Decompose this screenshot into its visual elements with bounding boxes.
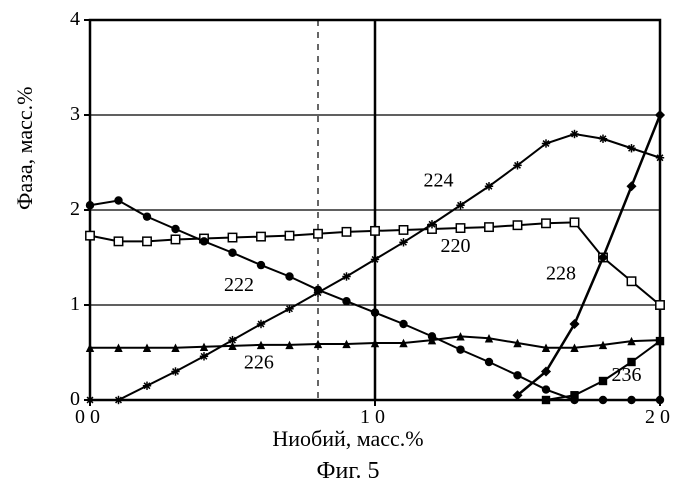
y-tick: 4 (70, 8, 80, 31)
svg-text:226: 226 (244, 352, 274, 374)
y-tick: 0 (70, 388, 80, 411)
x-tick: 2 0 (645, 406, 670, 429)
y-tick: 3 (70, 103, 80, 126)
svg-text:236: 236 (612, 364, 642, 386)
x-tick: 1 0 (360, 406, 385, 429)
y-tick: 2 (70, 198, 80, 221)
figure: { "meta":{"width":696,"height":500}, "la… (0, 0, 696, 500)
svg-text:222: 222 (224, 274, 254, 296)
x-axis-label: Ниобий, масс.% (0, 426, 696, 452)
figure-caption: Фиг. 5 (0, 458, 696, 485)
svg-text:228: 228 (546, 262, 576, 284)
y-tick: 1 (70, 293, 80, 316)
chart-svg: 220 222 224 226 228 236 (0, 0, 696, 500)
y-axis-label: Фаза, масс.% (12, 87, 38, 211)
svg-text:220: 220 (441, 235, 471, 257)
svg-text:224: 224 (423, 169, 453, 191)
